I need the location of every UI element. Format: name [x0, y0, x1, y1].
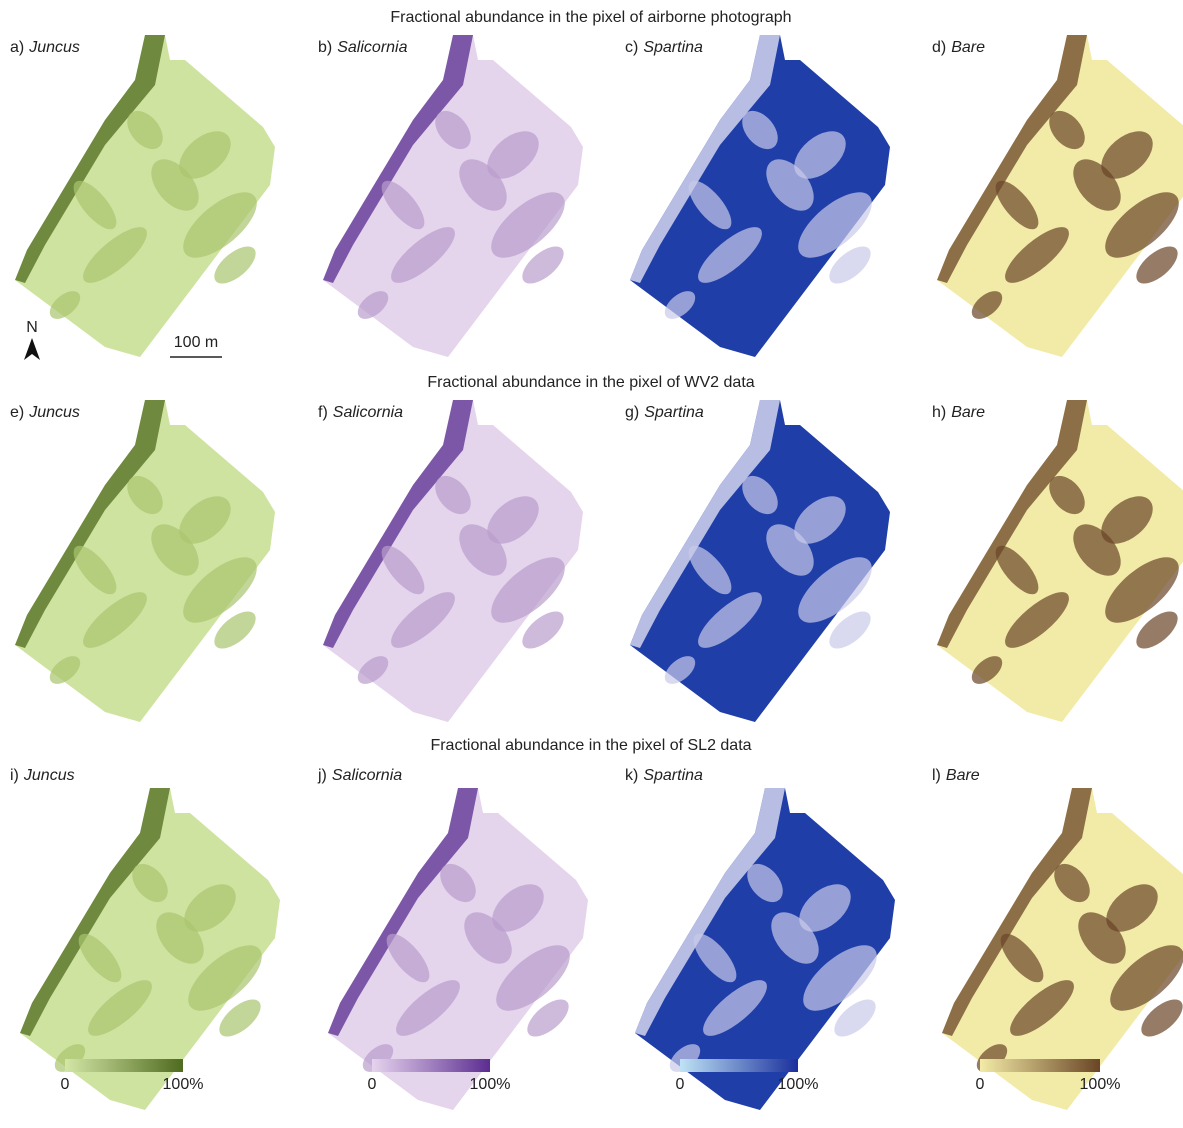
panel-letter: c): [625, 39, 638, 56]
colorbar-min: 0: [368, 1076, 377, 1093]
colorbar-min: 0: [676, 1076, 685, 1093]
panel-label: h) Bare: [932, 404, 985, 421]
panel-label: f) Salicornia: [318, 404, 403, 421]
north-label: N: [26, 319, 38, 336]
panel-letter: f): [318, 404, 328, 421]
colorbar-max: 100%: [470, 1076, 511, 1093]
panel-label: b) Salicornia: [318, 39, 408, 56]
panel-label: a)Juncus: [10, 39, 80, 56]
panel-species: Spartina: [644, 404, 704, 421]
colorbar: [65, 1059, 183, 1072]
panel-letter: k): [625, 767, 638, 784]
panel-letter: j): [317, 767, 327, 784]
panel-species: Salicornia: [337, 39, 407, 56]
panel-species: Juncus: [23, 767, 75, 784]
panel-species: Spartina: [643, 39, 703, 56]
north-arrow: [24, 338, 40, 360]
figure: N 100 m Fractional abundance in the pixe…: [0, 0, 1183, 1123]
row-title: Fractional abundance in the pixel of WV2…: [427, 374, 754, 391]
panel-letter: e): [10, 404, 24, 421]
colorbar-max: 100%: [163, 1076, 204, 1093]
panel-letter: h): [932, 404, 946, 421]
panel-species: Juncus: [28, 39, 80, 56]
colorbar-max: 100%: [778, 1076, 819, 1093]
panel-label: i)Juncus: [10, 767, 75, 784]
panel-species: Bare: [951, 404, 985, 421]
colorbar-min: 0: [976, 1076, 985, 1093]
panel-species: Juncus: [28, 404, 80, 421]
scale-label: 100 m: [174, 334, 218, 351]
panel-label: e)Juncus: [10, 404, 80, 421]
row-title: Fractional abundance in the pixel of air…: [390, 9, 791, 26]
colorbar: [680, 1059, 798, 1072]
panel-letter: g): [625, 404, 639, 421]
panel-species: Salicornia: [332, 767, 402, 784]
panel-letter: l): [932, 767, 941, 784]
panel-species: Bare: [946, 767, 980, 784]
panel-label: g) Spartina: [625, 404, 704, 421]
panel-letter: a): [10, 39, 24, 56]
panel-species: Spartina: [643, 767, 703, 784]
panel-label: d) Bare: [932, 39, 985, 56]
panel-species: Bare: [951, 39, 985, 56]
colorbar: [980, 1059, 1100, 1072]
panel-label: j) Salicornia: [317, 767, 402, 784]
colorbar: [372, 1059, 490, 1072]
panel-letter: i): [10, 767, 19, 784]
panel-label: l) Bare: [932, 767, 980, 784]
panel-species: Salicornia: [333, 404, 403, 421]
panel-label: k) Spartina: [625, 767, 703, 784]
row-title: Fractional abundance in the pixel of SL2…: [430, 737, 751, 754]
colorbar-max: 100%: [1080, 1076, 1121, 1093]
colorbar-min: 0: [61, 1076, 70, 1093]
panel-letter: b): [318, 39, 332, 56]
panel-label: c) Spartina: [625, 39, 703, 56]
panel-letter: d): [932, 39, 946, 56]
